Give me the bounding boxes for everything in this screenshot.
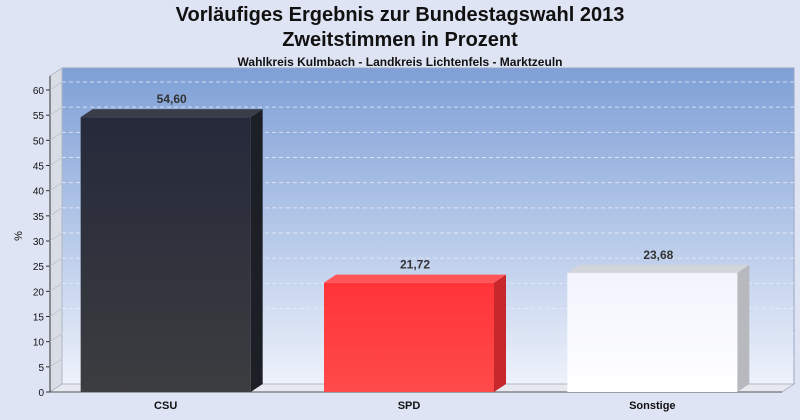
grid-line-side <box>49 207 63 217</box>
chart-caption: Wahlkreis Kulmbach - Landkreis Lichtenfe… <box>237 55 563 69</box>
y-tick-label: 55 <box>33 111 45 122</box>
y-tick-label: 30 <box>33 237 45 248</box>
grid-line-side <box>49 358 63 368</box>
y-tick-label: 35 <box>33 212 45 223</box>
data-label: 54,60 <box>157 92 187 106</box>
x-tick-label: Sonstige <box>629 400 675 412</box>
grid-line-side <box>49 157 63 166</box>
y-axis-label: % <box>13 231 25 241</box>
data-label: 23,68 <box>643 248 673 262</box>
grid-line-side <box>49 232 63 242</box>
bar-sonstige-side <box>737 264 750 392</box>
bar-spd-top <box>324 274 506 283</box>
chart-title: Vorläufiges Ergebnis zur Bundestagswahl … <box>175 4 625 26</box>
x-tick-label: SPD <box>398 400 421 412</box>
y-tick-label: 10 <box>33 338 45 349</box>
y-tick-label: 60 <box>33 86 45 97</box>
y-tick-label: 20 <box>33 287 45 298</box>
plot-side-wall <box>49 67 63 393</box>
bar-spd-side <box>494 274 506 392</box>
bar-sonstige-front <box>567 272 738 392</box>
x-tick-label: CSU <box>154 400 177 412</box>
y-tick-label: 5 <box>38 363 44 374</box>
grid-line-side <box>49 333 63 343</box>
bar-sonstige <box>567 264 750 392</box>
bar-csu-front <box>80 117 251 393</box>
bar-csu-side <box>250 109 263 393</box>
bar-sonstige-top <box>567 264 750 273</box>
y-tick-label: 40 <box>33 187 45 198</box>
y-tick-label: 25 <box>33 262 45 273</box>
grid-line-side <box>49 308 63 317</box>
grid-line-side <box>49 182 63 192</box>
y-tick-label: 50 <box>33 136 45 147</box>
bar-csu-top <box>80 109 263 118</box>
bar-spd <box>324 274 506 392</box>
y-tick-label: 0 <box>38 388 44 399</box>
grid-line-side <box>49 81 63 91</box>
bar-spd-front <box>324 282 494 392</box>
data-label: 21,72 <box>400 258 430 272</box>
grid-line-side <box>49 106 63 116</box>
y-tick-label: 45 <box>33 162 45 173</box>
grid-line-side <box>49 282 63 292</box>
y-tick-label: 15 <box>33 313 45 324</box>
bar-csu <box>80 109 263 393</box>
grid-line-side <box>49 131 63 141</box>
chart-subtitle: Zweitstimmen in Prozent <box>282 29 518 51</box>
grid-line-side <box>49 257 63 267</box>
